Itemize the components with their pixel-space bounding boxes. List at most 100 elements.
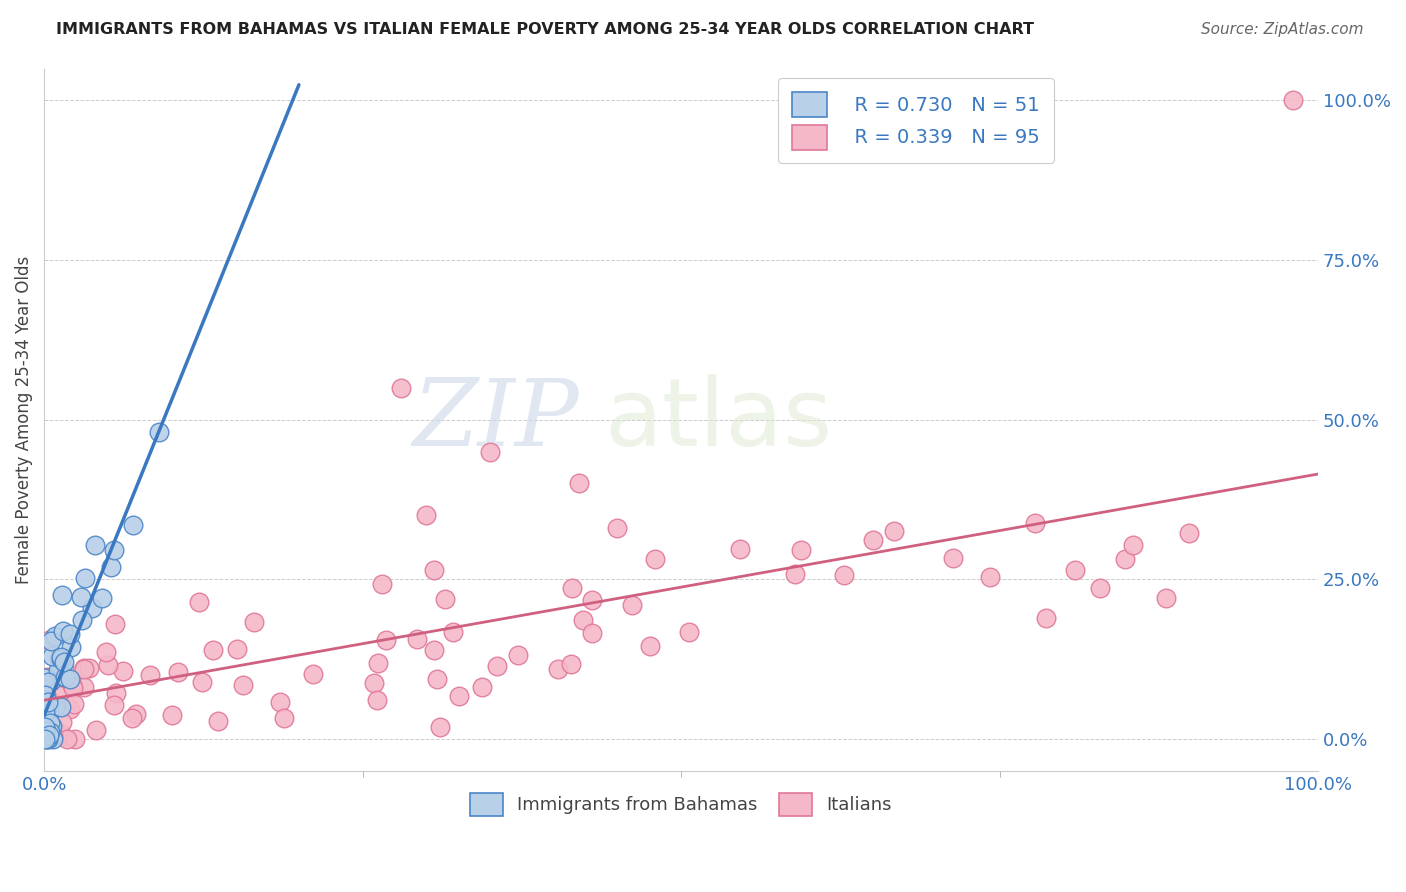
- Point: [104, 617, 127, 632]
- Point: [834, 567, 856, 582]
- Point: [35, 723, 58, 737]
- Point: [39, 719, 62, 733]
- Point: [86, 723, 108, 737]
- Point: [374, 632, 396, 647]
- Point: [547, 662, 569, 676]
- Point: [1178, 525, 1201, 540]
- Point: [506, 648, 529, 662]
- Point: [207, 714, 229, 728]
- Point: [581, 592, 603, 607]
- Point: [37, 675, 59, 690]
- Point: [49, 649, 72, 664]
- Point: [406, 632, 429, 647]
- Legend: Immigrants from Bahamas, Italians: Immigrants from Bahamas, Italians: [461, 783, 901, 825]
- Point: [34, 725, 56, 739]
- Point: [79, 661, 101, 675]
- Text: atlas: atlas: [605, 374, 832, 466]
- Point: [429, 720, 451, 734]
- Point: [38, 716, 60, 731]
- Point: [58, 627, 80, 641]
- Point: [39, 724, 62, 739]
- Point: [471, 680, 494, 694]
- Point: [363, 675, 385, 690]
- Point: [1064, 563, 1087, 577]
- Point: [51, 715, 73, 730]
- Point: [269, 695, 291, 709]
- Point: [72, 613, 94, 627]
- Point: [35, 689, 58, 703]
- Point: [301, 666, 323, 681]
- Point: [53, 659, 76, 673]
- Point: [103, 543, 125, 558]
- Point: [73, 662, 96, 676]
- Point: [112, 664, 135, 678]
- Point: [367, 656, 389, 670]
- Point: [447, 689, 470, 703]
- Point: [104, 686, 127, 700]
- Point: [148, 425, 170, 439]
- Point: [201, 642, 224, 657]
- Point: [426, 672, 449, 686]
- Point: [34, 731, 56, 745]
- Point: [621, 598, 644, 612]
- Point: [34, 721, 56, 735]
- Point: [638, 639, 661, 653]
- Point: [44, 700, 66, 714]
- Point: [51, 669, 73, 683]
- Point: [60, 677, 83, 691]
- Point: [790, 542, 813, 557]
- Text: ZIP: ZIP: [412, 375, 579, 465]
- Point: [60, 640, 83, 655]
- Point: [46, 688, 69, 702]
- Point: [52, 624, 75, 638]
- Point: [191, 674, 214, 689]
- Point: [37, 676, 59, 690]
- Point: [70, 590, 93, 604]
- Point: [1114, 552, 1136, 566]
- Point: [606, 521, 628, 535]
- Point: [39, 673, 62, 688]
- Point: [51, 652, 73, 666]
- Point: [34, 689, 56, 703]
- Point: [91, 591, 114, 606]
- Point: [59, 672, 82, 686]
- Point: [366, 693, 388, 707]
- Point: [1281, 94, 1303, 108]
- Point: [63, 698, 86, 712]
- Point: [572, 613, 595, 627]
- Point: [38, 698, 60, 713]
- Point: [423, 563, 446, 577]
- Point: [41, 719, 63, 733]
- Point: [273, 711, 295, 725]
- Point: [49, 651, 72, 665]
- Point: [35, 731, 58, 746]
- Point: [1024, 516, 1046, 530]
- Point: [56, 731, 79, 746]
- Point: [122, 518, 145, 533]
- Point: [560, 657, 582, 671]
- Point: [162, 708, 184, 723]
- Point: [486, 659, 509, 673]
- Point: [38, 706, 60, 720]
- Point: [42, 702, 65, 716]
- Point: [678, 625, 700, 640]
- Y-axis label: Female Poverty Among 25-34 Year Olds: Female Poverty Among 25-34 Year Olds: [15, 255, 32, 583]
- Point: [73, 661, 96, 675]
- Point: [568, 476, 591, 491]
- Point: [37, 699, 59, 714]
- Point: [225, 642, 247, 657]
- Point: [34, 731, 56, 746]
- Point: [51, 730, 73, 744]
- Point: [48, 651, 70, 665]
- Point: [62, 681, 84, 695]
- Point: [49, 659, 72, 673]
- Point: [41, 731, 63, 746]
- Point: [561, 581, 583, 595]
- Point: [371, 576, 394, 591]
- Point: [37, 695, 59, 709]
- Point: [979, 570, 1001, 584]
- Point: [97, 657, 120, 672]
- Point: [46, 663, 69, 677]
- Point: [59, 702, 82, 716]
- Point: [389, 381, 412, 395]
